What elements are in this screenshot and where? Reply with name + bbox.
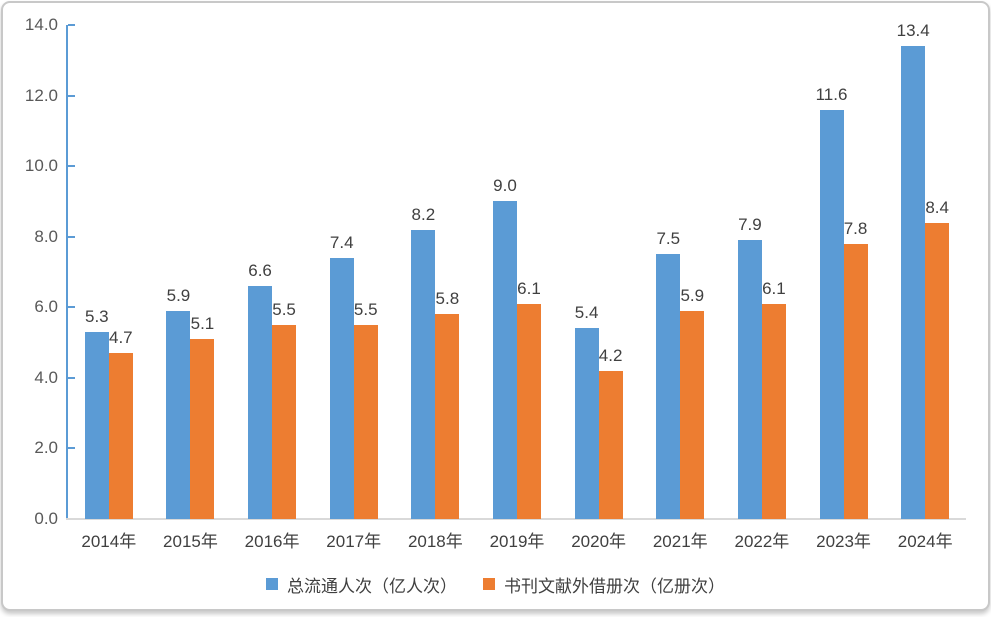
data-label: 5.4: [574, 303, 599, 322]
x-axis-label: 2019年: [489, 532, 545, 551]
bar-total-circulation: [248, 286, 273, 519]
data-label: 7.8: [843, 219, 868, 238]
x-axis-label: 2023年: [816, 532, 871, 551]
data-label: 5.9: [680, 286, 705, 305]
data-label: 5.3: [84, 307, 109, 326]
bar-total-circulation: [737, 240, 762, 519]
bar-book-lending: [435, 314, 460, 519]
data-label: 8.2: [411, 205, 436, 224]
data-label: 8.4: [925, 198, 949, 217]
data-label: 5.9: [166, 286, 191, 305]
x-axis-line: [66, 518, 966, 520]
y-tick: [68, 165, 75, 168]
data-label: 4.7: [108, 328, 133, 347]
data-label: 6.6: [248, 261, 272, 280]
legend-marker-total-circulation-icon: [266, 578, 278, 590]
y-tick-label: 6.0: [34, 297, 58, 317]
data-label: 6.1: [517, 279, 541, 298]
legend-label-total-circulation: 总流通人次（亿人次）: [287, 576, 457, 596]
y-tick-label: 4.0: [34, 367, 58, 387]
x-axis-label: 2014年: [81, 532, 137, 551]
bar-total-circulation: [329, 258, 354, 519]
bar-total-circulation: [166, 311, 191, 519]
y-axis-line: [66, 25, 68, 519]
legend-marker-book-lending-icon: [483, 578, 495, 590]
bar-book-lending: [925, 223, 950, 519]
y-tick-label: 2.0: [34, 438, 58, 458]
bar-book-lending: [517, 304, 541, 519]
x-axis-label: 2017年: [326, 532, 382, 551]
legend: 总流通人次（亿人次） 书刊文献外借册次（亿册次）: [0, 571, 991, 597]
bar-book-lending: [190, 339, 215, 519]
data-label: 9.0: [493, 176, 517, 195]
y-tick: [68, 376, 75, 379]
data-label: 5.5: [272, 300, 296, 319]
legend-item-total-circulation: 总流通人次（亿人次）: [266, 572, 457, 597]
bar-book-lending: [761, 304, 786, 519]
x-axis-label: 2020年: [571, 532, 627, 551]
data-label: 11.6: [815, 85, 848, 104]
data-label: 5.8: [435, 289, 460, 308]
bar-total-circulation: [493, 201, 517, 519]
bar-book-lending: [272, 325, 297, 519]
x-axis-label: 2016年: [244, 532, 300, 551]
data-label: 5.5: [353, 300, 378, 319]
bar-total-circulation: [84, 332, 109, 519]
data-label: 13.4: [896, 21, 930, 40]
bar-total-circulation: [411, 230, 436, 519]
x-axis-label: 2021年: [652, 532, 708, 551]
bar-total-circulation: [819, 110, 844, 519]
y-tick-label: 8.0: [34, 226, 58, 246]
bar-total-circulation: [574, 328, 599, 519]
data-label: 7.9: [738, 215, 762, 234]
legend-item-book-lending: 书刊文献外借册次（亿册次）: [483, 572, 725, 597]
y-tick: [68, 94, 75, 97]
y-tick-label: 10.0: [24, 156, 58, 176]
bar-book-lending: [843, 244, 868, 519]
bar-total-circulation: [901, 46, 926, 519]
y-tick-label: 14.0: [24, 15, 58, 34]
data-label: 7.4: [329, 233, 354, 252]
data-label: 4.2: [598, 346, 623, 365]
y-tick-label: 12.0: [24, 85, 58, 105]
data-label: 5.1: [190, 314, 215, 333]
legend-label-book-lending: 书刊文献外借册次（亿册次）: [504, 576, 725, 596]
x-axis-label: 2015年: [163, 532, 218, 551]
bar-book-lending: [108, 353, 133, 519]
data-label: 6.1: [762, 279, 786, 298]
y-tick: [68, 235, 75, 238]
x-axis-label: 2024年: [897, 532, 953, 551]
bar-book-lending: [680, 311, 705, 519]
bar-book-lending: [353, 325, 378, 519]
x-axis-label: 2018年: [407, 532, 463, 551]
data-label: 7.5: [656, 229, 681, 248]
y-tick-label: 0.0: [34, 509, 58, 528]
bar-book-lending: [598, 371, 623, 519]
y-tick: [68, 306, 75, 309]
bar-total-circulation: [656, 254, 681, 519]
y-tick: [68, 447, 75, 450]
y-tick: [68, 24, 75, 26]
x-axis-label: 2022年: [734, 532, 790, 551]
